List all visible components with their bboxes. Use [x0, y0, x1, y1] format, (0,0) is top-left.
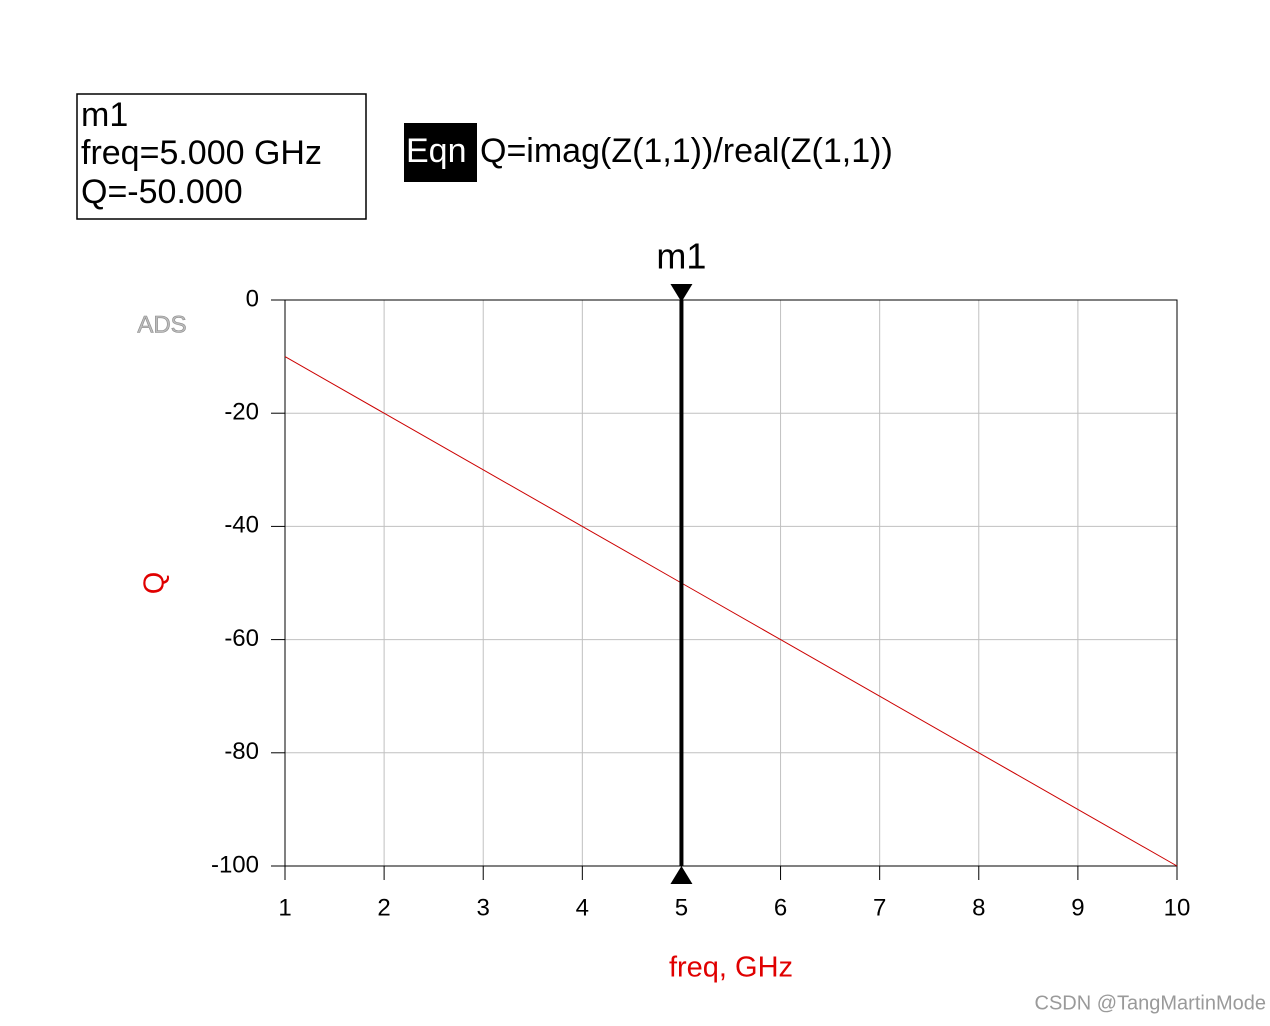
data-line	[284, 356, 1178, 867]
marker-box	[76, 93, 367, 220]
x-tick-label: 3	[477, 894, 490, 921]
eqn-tag-bg	[404, 123, 477, 182]
plot-frame	[284, 299, 1178, 867]
y-tick-label: -20	[224, 399, 259, 426]
x-tick-label: 7	[873, 894, 886, 921]
y-tick-label: -80	[224, 738, 259, 765]
marker-readout: Q=-50.000	[81, 173, 243, 211]
y-tick-label: -40	[224, 512, 259, 539]
x-tick-label: 2	[377, 894, 390, 921]
x-tick-label: 6	[774, 894, 787, 921]
marker-label: m1	[656, 236, 706, 277]
x-tick-label: 9	[1071, 894, 1084, 921]
plot-area	[284, 299, 1178, 867]
marker-name: m1	[81, 96, 128, 134]
equation: Q=imag(Z(1,1))/real(Z(1,1))	[480, 132, 893, 170]
x-tick-label: 8	[972, 894, 985, 921]
x-tick-label: 5	[675, 894, 688, 921]
watermark: ADS	[137, 311, 186, 338]
marker-triangle	[670, 866, 693, 884]
marker-triangle	[670, 284, 693, 302]
marker-readout: freq=5.000 GHz	[81, 134, 322, 172]
y-tick-label: -100	[211, 851, 259, 878]
x-axis-label: freq, GHz	[669, 952, 793, 984]
x-tick-label: 1	[278, 894, 291, 921]
footer-watermark: CSDN @TangMartinMode	[1035, 992, 1267, 1014]
y-axis-label: Q	[139, 572, 171, 595]
eqn-tag: Eqn	[406, 132, 467, 170]
y-tick-label: 0	[246, 285, 259, 312]
x-tick-label: 4	[576, 894, 589, 921]
x-tick-label: 10	[1164, 894, 1191, 921]
y-tick-label: -60	[224, 625, 259, 652]
